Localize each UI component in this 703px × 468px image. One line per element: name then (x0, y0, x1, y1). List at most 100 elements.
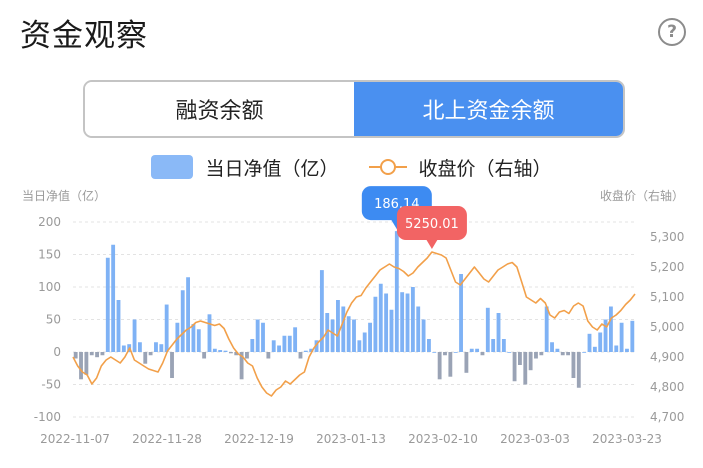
bar[interactable] (234, 352, 239, 356)
bar[interactable] (186, 277, 190, 352)
bar[interactable] (608, 306, 613, 353)
bar[interactable] (137, 342, 142, 352)
bar[interactable] (170, 352, 174, 378)
bar[interactable] (111, 244, 116, 352)
bar[interactable] (410, 287, 415, 352)
bar[interactable] (571, 352, 576, 378)
bar[interactable] (437, 352, 442, 380)
bar[interactable] (303, 350, 308, 352)
bar[interactable] (105, 257, 110, 352)
bar[interactable] (475, 348, 480, 352)
bar[interactable] (314, 340, 319, 352)
bar[interactable] (207, 314, 212, 352)
bar[interactable] (298, 352, 303, 359)
bar[interactable] (196, 329, 201, 352)
bar[interactable] (73, 352, 78, 359)
bar[interactable] (550, 342, 554, 352)
bar[interactable] (180, 290, 185, 352)
bar[interactable] (336, 300, 340, 352)
bar[interactable] (496, 313, 501, 352)
bar[interactable] (287, 335, 292, 352)
bar[interactable] (464, 352, 469, 373)
bar[interactable] (202, 352, 207, 359)
bar[interactable] (598, 332, 603, 353)
bar[interactable] (416, 306, 421, 353)
bar[interactable] (368, 322, 372, 352)
bar[interactable] (191, 324, 196, 352)
help-icon[interactable]: ? (658, 18, 686, 46)
bar[interactable] (592, 346, 597, 352)
bar[interactable] (394, 231, 399, 352)
bar[interactable] (341, 306, 346, 353)
bar[interactable] (480, 352, 485, 356)
bar[interactable] (512, 352, 517, 382)
bar[interactable] (427, 339, 431, 352)
tab-northbound-balance[interactable]: 北上资金余额 (354, 82, 623, 136)
bar[interactable] (518, 352, 522, 365)
bar[interactable] (389, 309, 394, 352)
bar[interactable] (534, 352, 538, 359)
bar[interactable] (132, 319, 137, 353)
bar[interactable] (421, 319, 426, 353)
bar[interactable] (159, 344, 164, 352)
bar[interactable] (362, 332, 367, 353)
bar[interactable] (282, 335, 287, 352)
bar[interactable] (154, 342, 158, 352)
bar[interactable] (239, 352, 244, 380)
bar[interactable] (453, 352, 458, 353)
bar[interactable] (271, 340, 276, 352)
bar[interactable] (228, 352, 233, 354)
bar[interactable] (630, 320, 635, 352)
bar[interactable] (218, 350, 223, 352)
bar[interactable] (175, 322, 180, 352)
bar[interactable] (143, 352, 148, 364)
bar[interactable] (352, 319, 356, 353)
bar[interactable] (255, 319, 260, 353)
bar[interactable] (432, 352, 437, 353)
bar[interactable] (501, 339, 506, 352)
bar[interactable] (539, 352, 544, 356)
bar[interactable] (400, 292, 405, 352)
bar[interactable] (614, 345, 619, 353)
bar[interactable] (245, 352, 249, 359)
bar[interactable] (544, 306, 549, 353)
bar[interactable] (603, 319, 608, 353)
bar[interactable] (357, 340, 362, 352)
bar[interactable] (277, 345, 281, 353)
bar[interactable] (566, 352, 571, 356)
tab-margin-balance[interactable]: 融资余额 (85, 82, 354, 136)
bar[interactable] (507, 352, 512, 353)
bar[interactable] (625, 348, 629, 352)
bar[interactable] (309, 348, 314, 352)
bar[interactable] (485, 307, 490, 352)
bar[interactable] (373, 296, 378, 352)
bar[interactable] (223, 350, 228, 352)
bar[interactable] (164, 304, 169, 352)
bar[interactable] (84, 352, 89, 375)
close-price-line[interactable] (72, 251, 636, 397)
bar[interactable] (79, 352, 83, 380)
legend-item-net-value[interactable]: 当日净值（亿） (151, 154, 339, 181)
bar[interactable] (469, 348, 474, 352)
bar[interactable] (619, 322, 624, 352)
bar[interactable] (100, 352, 105, 356)
bar[interactable] (121, 345, 126, 353)
bar[interactable] (250, 339, 255, 352)
bar[interactable] (293, 327, 298, 352)
bar[interactable] (555, 348, 560, 352)
bar[interactable] (116, 300, 121, 352)
bar[interactable] (587, 333, 592, 352)
bar[interactable] (384, 293, 389, 353)
bar[interactable] (319, 270, 324, 352)
bar[interactable] (576, 352, 581, 388)
bar[interactable] (448, 352, 453, 377)
bar[interactable] (212, 348, 217, 352)
bar[interactable] (148, 352, 153, 356)
bar[interactable] (261, 322, 265, 352)
bar[interactable] (523, 352, 528, 385)
bar[interactable] (330, 319, 335, 353)
bar[interactable] (378, 283, 383, 352)
bar[interactable] (405, 293, 410, 353)
bar[interactable] (459, 274, 463, 352)
